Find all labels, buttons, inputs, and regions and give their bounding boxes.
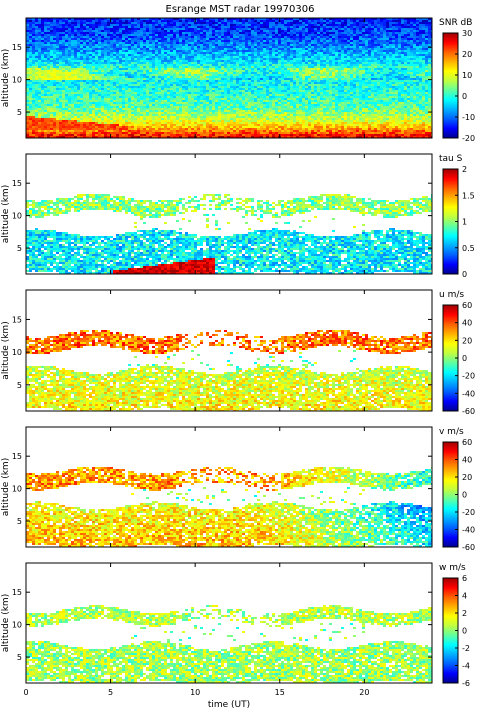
colorbar-tick-label: 4 [462, 592, 467, 601]
SNR-axes-frame [25, 17, 433, 139]
y-axis-label: altitude (km) [1, 185, 11, 243]
tau-cells [26, 194, 432, 274]
w-cells [26, 605, 432, 683]
v-colorbar: v m/s -60 -40 -20 0 20 40 60 [439, 427, 475, 552]
y-tick-label: 15 [12, 588, 22, 597]
x-tick-label: 5 [108, 688, 113, 697]
colorbar-tick-label: 0 [462, 354, 467, 363]
colorbar-tick-label: 0.5 [462, 244, 475, 253]
colorbar-label: SNR dB [439, 18, 472, 28]
y-axis-label: altitude (km) [1, 321, 11, 379]
colorbar-tick-label: 1.5 [462, 191, 475, 200]
x-tick-label: 10 [190, 688, 200, 697]
y-tick-label: 10 [12, 212, 22, 221]
colorbar-tick-label: -10 [462, 113, 475, 122]
y-tick-label: 10 [12, 348, 22, 357]
colorbar-tick-label: 0 [462, 627, 467, 636]
colorbar-tick-label: 10 [462, 71, 472, 80]
colorbar-tick-label: -20 [462, 134, 475, 143]
colorbar-tick-label: 0 [462, 270, 467, 279]
y-tick-label: 5 [17, 244, 22, 253]
colorbar-tick-label: 60 [462, 438, 472, 447]
u-axes-frame [25, 289, 433, 412]
tau-axes-frame [25, 153, 433, 275]
colorbar-tick-label: 60 [462, 301, 472, 310]
colorbar-tick-label: 20 [462, 473, 472, 482]
w-axes-frame [25, 562, 433, 684]
colorbar-tick-label: 1 [462, 218, 467, 227]
y-axis-label: altitude (km) [1, 594, 11, 652]
tau-colorbar: tau S 0 0.5 1 1.5 2 [439, 154, 475, 279]
colorbar-tick-label: -20 [462, 508, 475, 517]
colorbar-tick-label: 40 [462, 319, 472, 328]
colorbar-tick-label: 2 [462, 609, 467, 618]
colorbar-label: w m/s [439, 563, 466, 573]
y-tick-label: 10 [12, 485, 22, 494]
y-axis-label: altitude (km) [1, 49, 11, 107]
v-cells [26, 467, 432, 547]
y-tick-label: 5 [17, 653, 22, 662]
y-tick-label: 15 [12, 43, 22, 52]
y-tick-label: 15 [12, 452, 22, 461]
colorbar-tick-label: -6 [462, 679, 470, 688]
y-tick-label: 5 [17, 517, 22, 526]
x-tick-label: 15 [275, 688, 285, 697]
colorbar-label: v m/s [439, 427, 464, 437]
colorbar-tick-label: 20 [462, 336, 472, 345]
SNR-colorbar: SNR dB -20 -10 0 10 20 30 [439, 18, 475, 143]
colorbar-tick-label: 0 [462, 491, 467, 500]
colorbar-tick-label: 0 [462, 92, 467, 101]
y-tick-label: 15 [12, 315, 22, 324]
colorbar-tick-label: -40 [462, 389, 475, 398]
colorbar-label: u m/s [439, 290, 464, 300]
colorbar-label: tau S [439, 154, 463, 164]
x-axis-label: time (UT) [208, 700, 250, 709]
colorbar-tick-label: 2 [462, 165, 467, 174]
figure-title: Esrange MST radar 19970306 [166, 4, 315, 15]
u-colorbar: u m/s -60 -40 -20 0 20 40 60 [439, 290, 475, 416]
colorbar-tick-label: 6 [462, 574, 467, 583]
y-tick-label: 15 [12, 179, 22, 188]
SNR-cells [26, 18, 432, 138]
colorbar-tick-label: 20 [462, 50, 472, 59]
x-tick-label: 20 [359, 688, 369, 697]
v-axes-frame [25, 426, 433, 548]
colorbar-tick-label: 40 [462, 456, 472, 465]
colorbar-tick-label: -40 [462, 526, 475, 535]
x-tick-label: 0 [23, 688, 28, 697]
colorbar-tick-label: 30 [462, 29, 472, 38]
colorbar-tick-label: -2 [462, 644, 470, 653]
y-tick-label: 10 [12, 76, 22, 85]
y-tick-label: 5 [17, 381, 22, 390]
y-tick-label: 5 [17, 108, 22, 117]
colorbar-tick-label: -4 [462, 662, 470, 671]
colorbar-tick-label: -60 [462, 407, 475, 416]
colorbar-tick-label: -20 [462, 372, 475, 381]
y-tick-label: 10 [12, 621, 22, 630]
colorbar-tick-label: -60 [462, 543, 475, 552]
y-axis-label: altitude (km) [1, 458, 11, 516]
w-colorbar: w m/s -6 -4 -2 0 2 4 6 [439, 563, 470, 688]
u-cells [26, 330, 432, 411]
